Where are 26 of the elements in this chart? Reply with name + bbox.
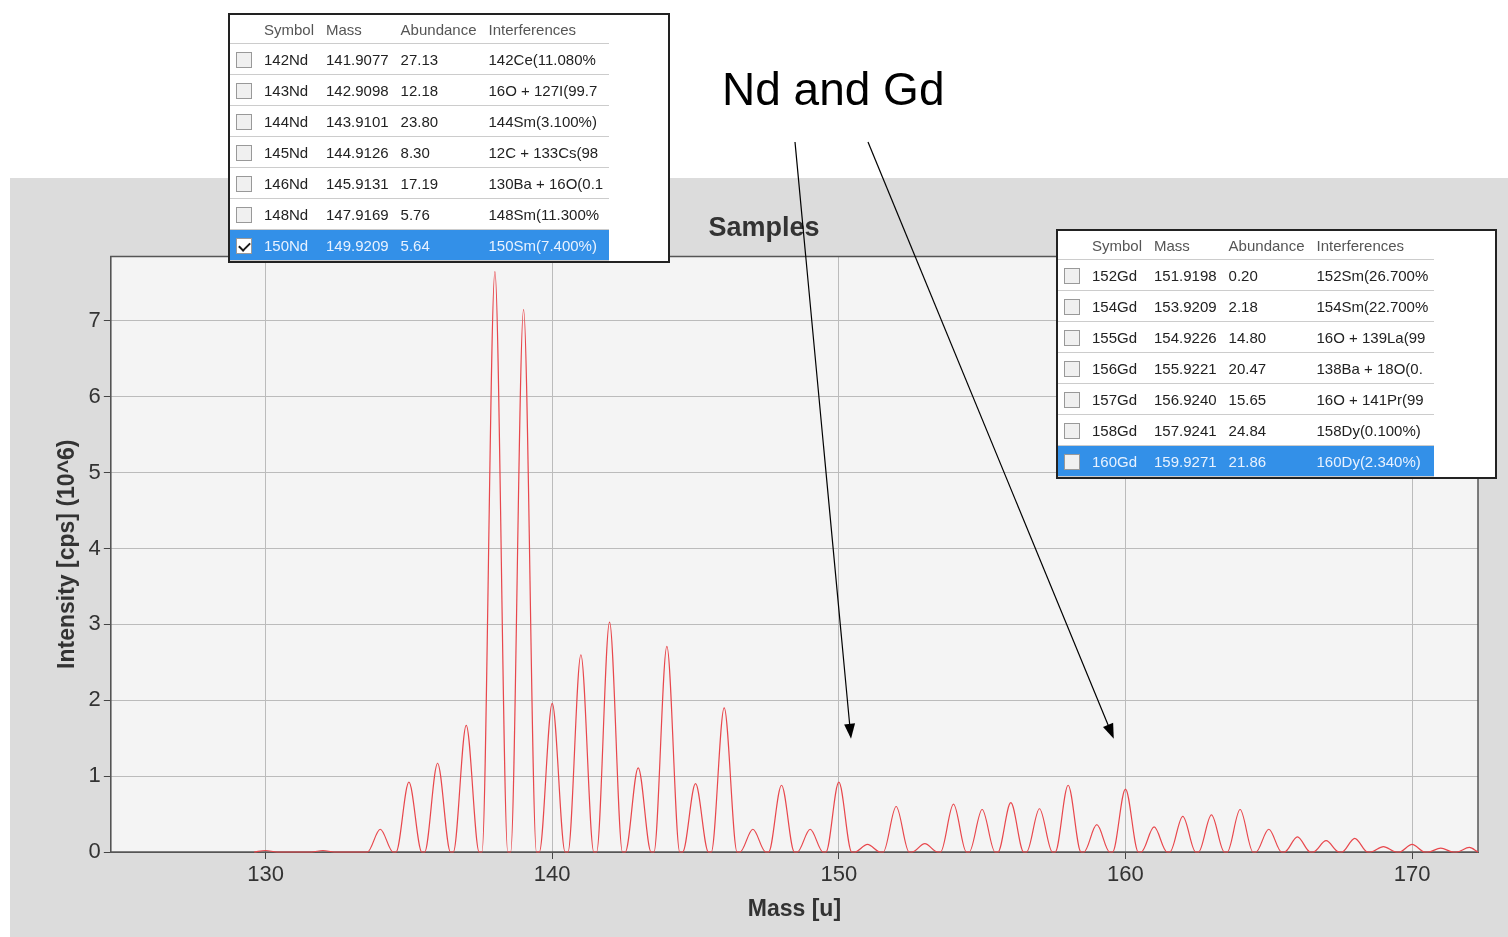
text: 152Gd 151.9198 0.20 152Sm(26.700% [1092,266,1429,284]
text: 156Gd 155.9221 20.47 138Ba + 18O(0. [1092,359,1423,377]
text: 154Gd 153.9209 2.18 154Sm(22.700% [1092,297,1429,315]
text: 155Gd 154.9226 14.80 16O + 139La(99 [1092,328,1426,346]
selected-row: 160Gd 159.9271 21.86 160Dy(2.340%) [1058,445,1435,477]
y-tick-label: 2 [88,686,101,712]
text: 157Gd 156.9240 15.65 16O + 141Pr(99 [1092,390,1424,408]
text: Nd and Gd [722,62,945,116]
y-tick-label: 5 [88,458,101,484]
y-tick-label: 7 [88,306,101,332]
x-tick-label: 130 [247,861,284,887]
x-tick-label: 170 [1393,861,1431,887]
y-axis-title: Intensity [cps] (10^6) [53,439,80,669]
y-tick-label: 3 [88,610,101,636]
text: 158Gd 157.9241 24.84 158Dy(0.100%) [1092,421,1421,439]
isotope-table: Symbol Mass Abundance Interferences 142Nd 141.9077 27.13 142Ce(11.080% 143Nd 142.9098 12.18 16O + 127I(99.7 144Nd 143.9101 23.80 144Sm(3.100%) 145Nd 144.9126 8.30 12C + 133Cs(98 146Nd 145.9131 17.19 130Ba + 16O(0.1 148Nd 147.9169 5.76 148Sm(11.300% 150Nd 149.9209 5.64 150Sm(7.400%) [228,13,670,263]
x-tick-label: 140 [533,861,571,887]
x-axis-title: Mass [u] [747,894,842,921]
x-tick-label: 160 [1107,861,1144,887]
selected-row: 150Nd 149.9209 5.64 150Sm(7.400%) [230,229,610,261]
y-tick-label: 6 [88,382,101,408]
y-tick-label: 0 [88,838,101,864]
x-tick-label: 150 [820,861,858,887]
text: Symbol Mass Abundance Interferences [1092,236,1405,254]
y-tick-label: 1 [88,762,101,788]
y-tick-label: 4 [88,534,101,560]
